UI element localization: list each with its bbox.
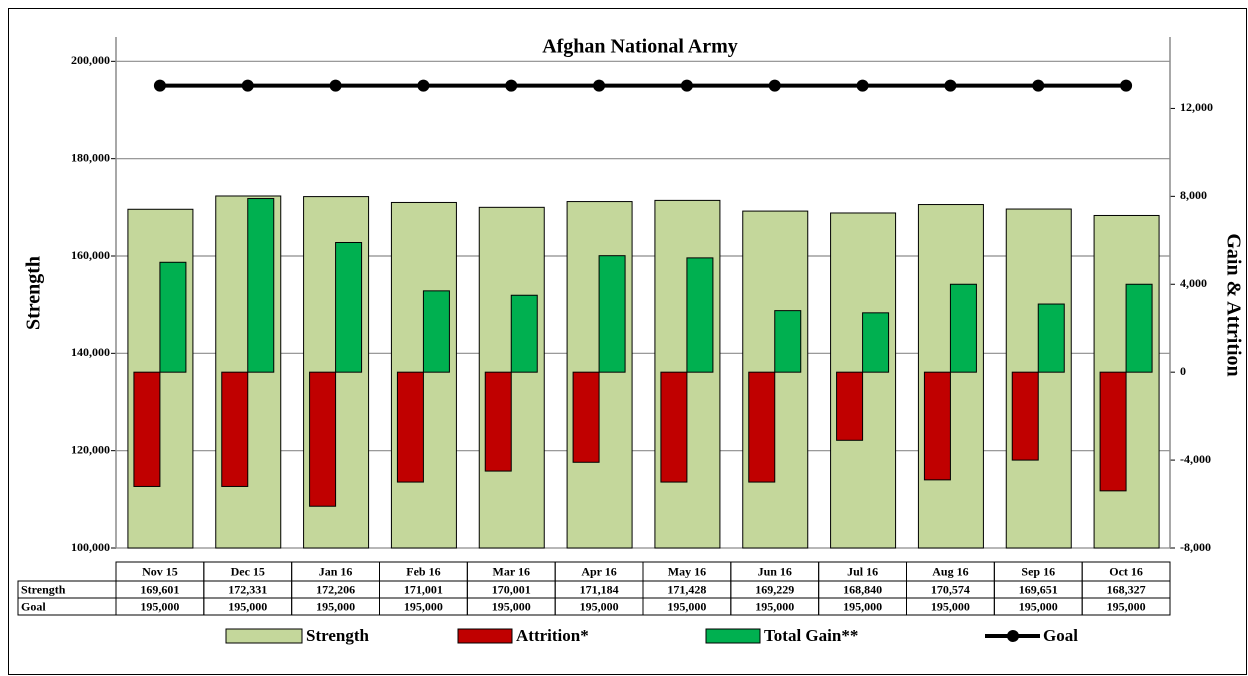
bar: [836, 371, 864, 441]
table-value: 195,000: [843, 599, 882, 613]
table-header: Jul 16: [847, 564, 878, 578]
bar: [748, 371, 776, 483]
legend-label: Goal: [1043, 626, 1078, 645]
table-value: 169,651: [1019, 582, 1058, 596]
bar: [923, 371, 951, 481]
table-value: 195,000: [316, 599, 355, 613]
table-header: Feb 16: [406, 564, 440, 578]
bar: [572, 371, 600, 463]
bar: [862, 312, 890, 373]
table-header: Sep 16: [1021, 564, 1055, 578]
bar: [1011, 371, 1039, 461]
table-cell: [1081, 597, 1171, 616]
legend-label: Total Gain**: [764, 626, 858, 645]
table-value: 195,000: [1107, 599, 1146, 613]
legend-label: Attrition*: [516, 626, 589, 645]
bar: [221, 371, 249, 487]
table-value: 170,001: [492, 582, 531, 596]
table-value: 195,000: [931, 599, 970, 613]
table-header: Jun 16: [758, 564, 792, 578]
bar: [949, 283, 977, 373]
bar: [1099, 371, 1127, 492]
bar: [660, 371, 688, 483]
bar: [774, 310, 802, 373]
bar: [686, 257, 714, 373]
y-tick-label: 160,000: [71, 248, 110, 262]
y2-axis-label: Gain & Attrition: [1222, 233, 1244, 376]
bar: [422, 290, 450, 373]
legend-marker: [1007, 630, 1019, 642]
y-tick-label: 100,000: [71, 540, 110, 554]
y2-tick-label: 0: [1180, 364, 1186, 378]
chart-title: Afghan National Army: [542, 36, 738, 58]
table-value: 172,331: [228, 582, 267, 596]
table-value: 195,000: [228, 599, 267, 613]
table-value: 195,000: [492, 599, 531, 613]
table-row-label: Goal: [21, 599, 46, 613]
table-value: 168,840: [843, 582, 882, 596]
table-row-label: Strength: [21, 582, 66, 596]
legend-swatch: [457, 628, 513, 644]
goal-marker: [153, 79, 166, 92]
goal-marker: [417, 79, 430, 92]
goal-marker: [856, 79, 869, 92]
y2-tick-label: -4,000: [1180, 452, 1211, 466]
bar: [484, 371, 512, 472]
legend-label: Strength: [306, 626, 370, 645]
bar: [335, 241, 363, 373]
table-header: Jan 16: [319, 564, 353, 578]
goal-marker: [505, 79, 518, 92]
bar: [1037, 303, 1065, 373]
y-axis-label: Strength: [23, 256, 45, 330]
table-header: Mar 16: [493, 564, 530, 578]
table-value: 171,428: [667, 582, 706, 596]
table-value: 195,000: [1019, 599, 1058, 613]
table-value: 171,184: [580, 582, 619, 596]
table-value: 195,000: [580, 599, 619, 613]
table-header: May 16: [668, 564, 706, 578]
table-value: 195,000: [755, 599, 794, 613]
goal-marker: [768, 79, 781, 92]
table-header: Dec 15: [231, 564, 265, 578]
goal-marker: [1032, 79, 1045, 92]
y-tick-label: 180,000: [71, 150, 110, 164]
y2-tick-label: 4,000: [1180, 276, 1207, 290]
bar: [1125, 283, 1153, 373]
goal-marker: [241, 79, 254, 92]
bar: [133, 371, 161, 487]
y2-tick-label: 12,000: [1180, 100, 1213, 114]
y-tick-label: 120,000: [71, 442, 110, 456]
table-header: Apr 16: [581, 564, 616, 578]
goal-marker: [329, 79, 342, 92]
table-header: Aug 16: [932, 564, 968, 578]
bar: [510, 294, 538, 373]
bar: [309, 371, 337, 507]
bar: [247, 198, 275, 373]
bar: [598, 255, 626, 373]
table-value: 169,601: [140, 582, 179, 596]
y-tick-label: 200,000: [71, 53, 110, 67]
table-header: Nov 15: [142, 564, 178, 578]
legend-swatch: [705, 628, 761, 644]
table-value: 195,000: [404, 599, 443, 613]
table-value: 195,000: [667, 599, 706, 613]
bar: [396, 371, 424, 483]
table-value: 172,206: [316, 582, 355, 596]
table-header: Oct 16: [1109, 564, 1143, 578]
table-value: 169,229: [755, 582, 794, 596]
table-value: 195,000: [140, 599, 179, 613]
table-value: 168,327: [1107, 582, 1146, 596]
table-value: 170,574: [931, 582, 970, 596]
goal-marker: [944, 79, 957, 92]
y2-tick-label: 8,000: [1180, 188, 1207, 202]
bar: [159, 261, 187, 373]
goal-marker: [1120, 79, 1133, 92]
goal-marker: [680, 79, 693, 92]
y-tick-label: 140,000: [71, 345, 110, 359]
table-value: 171,001: [404, 582, 443, 596]
y2-tick-label: -8,000: [1180, 540, 1211, 554]
goal-marker: [593, 79, 606, 92]
legend-swatch: [225, 628, 303, 644]
